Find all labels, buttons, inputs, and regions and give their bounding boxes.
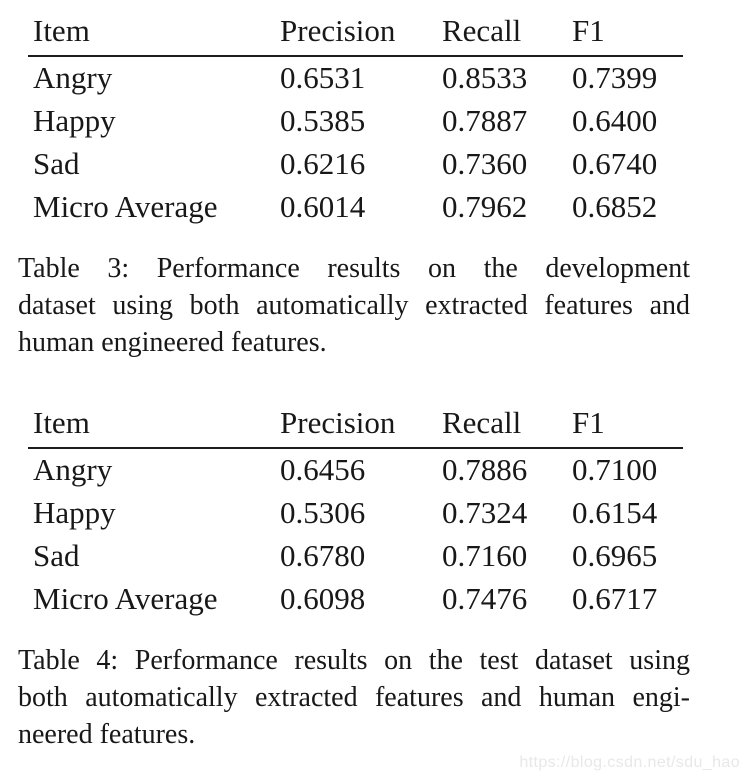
table4-caption: Table 4: Performance results on the test… [18, 642, 690, 753]
cell-f1: 0.6740 [572, 145, 658, 181]
cell-item: Happy [33, 102, 116, 138]
cell-f1: 0.6400 [572, 102, 658, 138]
cell-item: Micro Average [33, 188, 218, 224]
cell-item: Happy [33, 494, 116, 530]
col-header-f1: F1 [572, 405, 605, 440]
cell-f1: 0.6852 [572, 188, 658, 224]
cell-recall: 0.7887 [442, 102, 528, 138]
test-results-table: Item Precision Recall F1 Angry 0.6456 0.… [28, 404, 683, 620]
cell-recall: 0.7360 [442, 145, 528, 181]
table-row: Sad 0.6780 0.7160 0.6965 [28, 534, 683, 577]
table-row: Micro Average 0.6098 0.7476 0.6717 [28, 577, 683, 620]
cell-recall: 0.7160 [442, 537, 528, 573]
cell-f1: 0.6717 [572, 580, 658, 616]
table-row: Sad 0.6216 0.7360 0.6740 [28, 142, 683, 185]
cell-recall: 0.7324 [442, 494, 528, 530]
cell-f1: 0.7399 [572, 60, 658, 95]
watermark-url: https://blog.csdn.net/sdu_hao [519, 754, 740, 771]
cell-item: Angry [33, 452, 113, 487]
table3-caption: Table 3: Performance results on the deve… [18, 250, 690, 361]
cell-item: Sad [33, 145, 80, 181]
cell-recall: 0.7962 [442, 188, 528, 224]
cell-precision: 0.6531 [280, 60, 366, 95]
table-row: Angry 0.6531 0.8533 0.7399 [28, 56, 683, 99]
col-header-recall: Recall [442, 405, 522, 440]
cell-f1: 0.6154 [572, 494, 658, 530]
cell-precision: 0.6098 [280, 580, 366, 616]
cell-precision: 0.5306 [280, 494, 366, 530]
caption-line: human engineered features. [18, 327, 327, 358]
table-header-row: Item Precision Recall F1 [28, 12, 683, 56]
cell-recall: 0.8533 [442, 60, 528, 95]
cell-f1: 0.7100 [572, 452, 658, 487]
col-header-precision: Precision [280, 405, 396, 440]
col-header-recall: Recall [442, 13, 522, 48]
cell-item: Angry [33, 60, 113, 95]
col-header-f1: F1 [572, 13, 605, 48]
caption-line: Table 3: Performance results on the deve… [18, 253, 690, 284]
caption-line: both automatically extracted features an… [18, 682, 690, 713]
cell-precision: 0.6780 [280, 537, 366, 573]
caption-line: neered features. [18, 719, 196, 750]
cell-f1: 0.6965 [572, 537, 658, 573]
cell-recall: 0.7476 [442, 580, 528, 616]
cell-item: Sad [33, 537, 80, 573]
caption-line: dataset using both automatically extract… [18, 290, 690, 321]
table-row: Angry 0.6456 0.7886 0.7100 [28, 448, 683, 491]
cell-precision: 0.6216 [280, 145, 366, 181]
table-header-row: Item Precision Recall F1 [28, 404, 683, 448]
col-header-item: Item [33, 13, 90, 48]
table-row: Happy 0.5385 0.7887 0.6400 [28, 99, 683, 142]
cell-precision: 0.6456 [280, 452, 366, 487]
table-row: Happy 0.5306 0.7324 0.6154 [28, 491, 683, 534]
dev-results-table: Item Precision Recall F1 Angry 0.6531 0.… [28, 12, 683, 228]
table-row: Micro Average 0.6014 0.7962 0.6852 [28, 185, 683, 228]
cell-recall: 0.7886 [442, 452, 528, 487]
cell-item: Micro Average [33, 580, 218, 616]
caption-line: Table 4: Performance results on the test… [18, 645, 690, 676]
col-header-precision: Precision [280, 13, 396, 48]
cell-precision: 0.6014 [280, 188, 366, 224]
cell-precision: 0.5385 [280, 102, 366, 138]
col-header-item: Item [33, 405, 90, 440]
